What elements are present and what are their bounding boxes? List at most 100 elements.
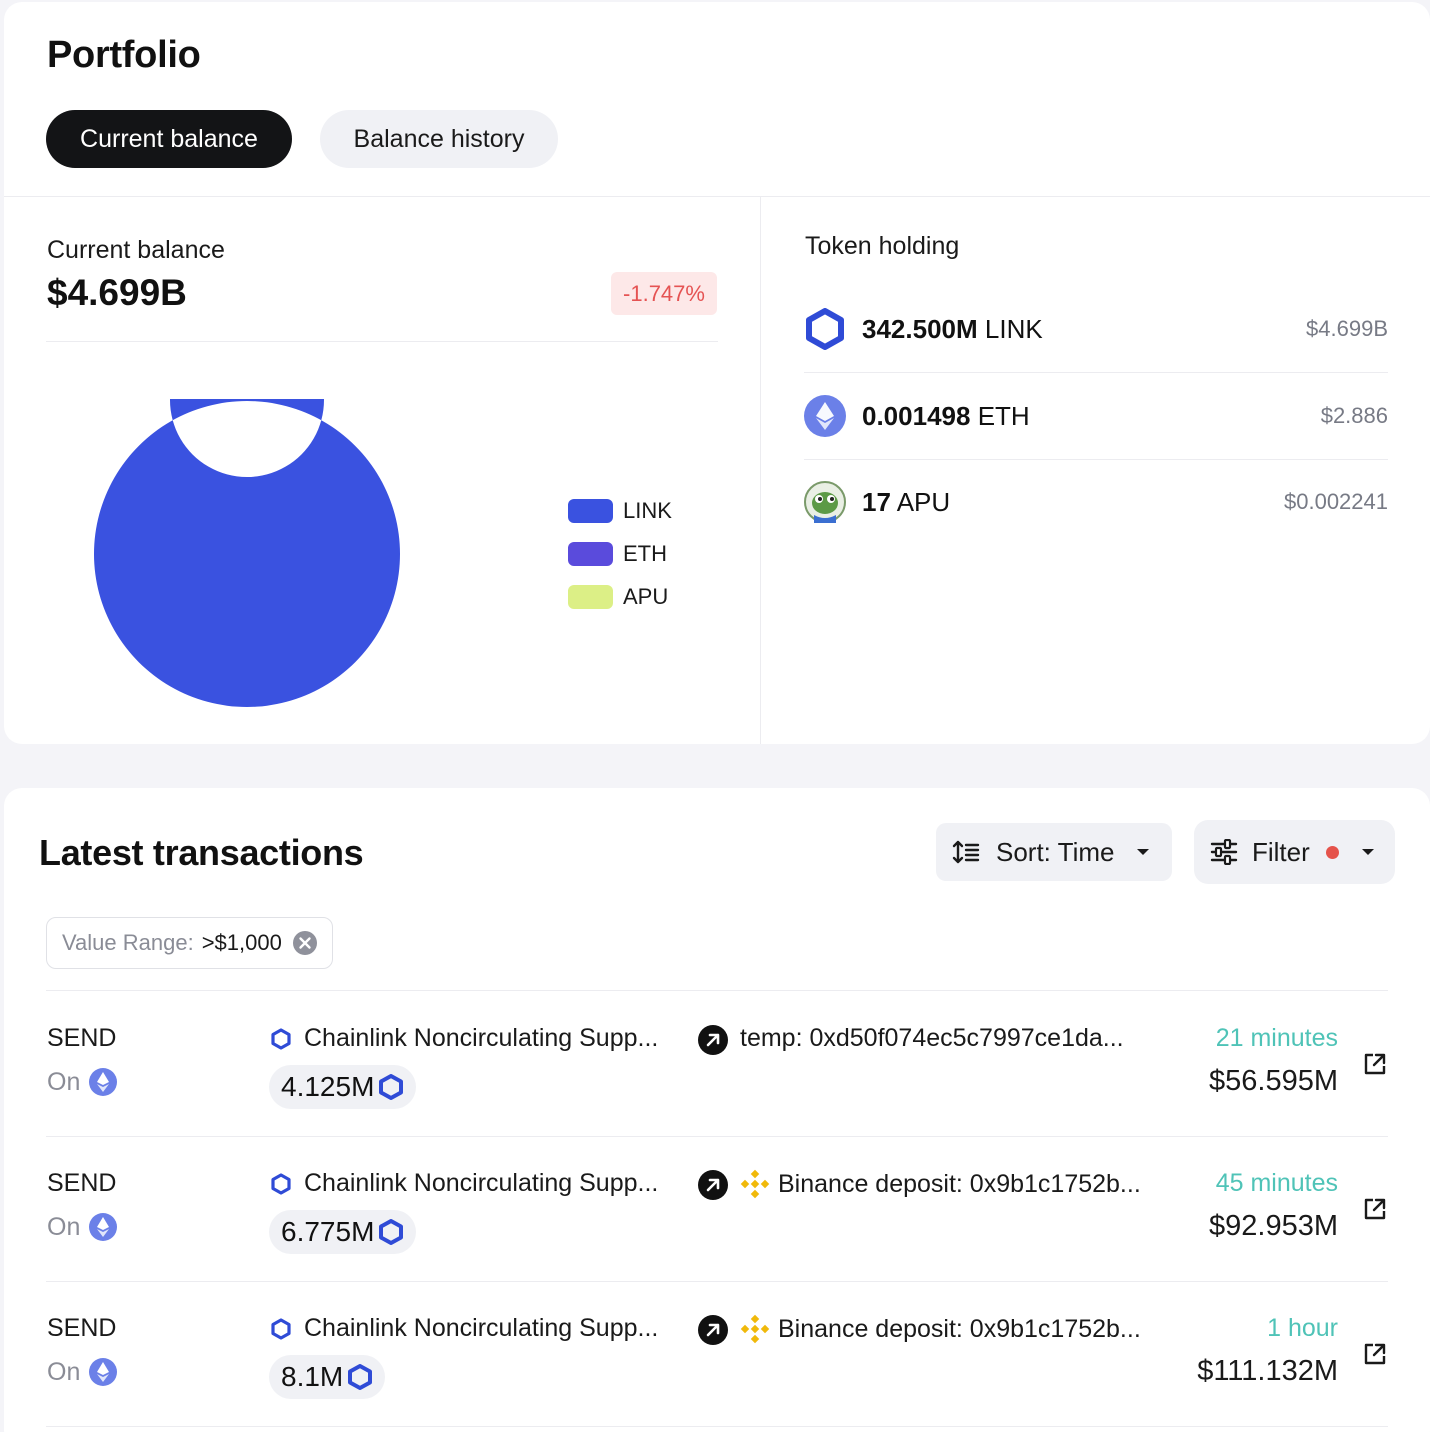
tx-from[interactable]: Chainlink Noncirculating Supp... — [270, 1314, 658, 1343]
sort-label: Sort: Time — [996, 836, 1115, 867]
tx-to[interactable]: Binance deposit: 0x9b1c1752b... — [740, 1169, 1141, 1199]
tx-amount: 6.775M — [269, 1210, 417, 1254]
binance-icon — [740, 1314, 770, 1344]
chip-label: Value Range: — [62, 930, 194, 955]
tab-current-balance[interactable]: Current balance — [46, 110, 292, 168]
balance-value: $4.699B — [47, 272, 187, 313]
table-row[interactable]: SEND On Chainlink Noncirculating Supp...… — [44, 991, 1388, 1136]
transactions-title: Latest transactions — [39, 832, 364, 873]
remove-chip-icon[interactable] — [292, 930, 318, 956]
table-row[interactable]: SEND On Chainlink Noncirculating Supp...… — [44, 1136, 1388, 1281]
change-badge: -1.747% — [611, 272, 717, 315]
token-row-eth[interactable]: 0.001498 ETH $2.886 — [804, 373, 1388, 459]
tx-to-label: temp: 0xd50f074ec5c7997ce1da... — [740, 1024, 1124, 1052]
ethereum-icon — [89, 1358, 118, 1386]
ethereum-icon — [804, 395, 846, 437]
tab-balance-history[interactable]: Balance history — [320, 110, 558, 168]
tx-time: 21 minutes — [1215, 1024, 1338, 1052]
table-row[interactable]: SEND On Chainlink Noncirculating Supp...… — [44, 1281, 1388, 1426]
chainlink-icon — [348, 1364, 373, 1390]
external-link-icon[interactable] — [1362, 1051, 1388, 1077]
tx-on-label: On — [47, 1357, 81, 1386]
tx-on-label: On — [47, 1067, 81, 1096]
legend-label: LINK — [623, 498, 672, 523]
legend-item-apu: APU — [568, 584, 668, 610]
legend-item-eth: ETH — [568, 541, 667, 567]
tx-chain: On — [47, 1067, 118, 1097]
tx-from-label: Chainlink Noncirculating Supp... — [304, 1314, 659, 1342]
filter-chip-value-range[interactable]: Value Range: >$1,000 — [46, 917, 333, 969]
filter-sliders-icon — [1210, 839, 1238, 865]
sort-icon — [952, 840, 980, 864]
token-row-link[interactable]: 342.500M LINK $4.699B — [804, 286, 1388, 372]
divider — [804, 459, 1388, 460]
token-symbol: LINK — [984, 313, 1043, 344]
tx-from-label: Chainlink Noncirculating Supp... — [304, 1169, 659, 1197]
tx-chain: On — [47, 1212, 118, 1242]
tx-usd-value: $92.953M — [1209, 1210, 1338, 1242]
tx-usd-value: $56.595M — [1209, 1065, 1338, 1097]
tx-amount-value: 6.775M — [281, 1216, 375, 1247]
chainlink-icon — [806, 308, 844, 350]
divider — [804, 372, 1388, 373]
token-usd-value: $2.886 — [1320, 403, 1388, 428]
tx-amount-value: 4.125M — [281, 1071, 375, 1102]
ethereum-icon — [89, 1213, 118, 1241]
legend-label: APU — [623, 584, 669, 609]
divider — [46, 990, 1388, 991]
divider — [760, 197, 761, 744]
caret-down-icon — [1362, 849, 1374, 855]
tx-type: SEND — [47, 1169, 117, 1197]
send-arrow-icon — [698, 1315, 728, 1345]
balance-label: Current balance — [47, 236, 225, 264]
tx-type: SEND — [47, 1314, 117, 1342]
external-link-icon[interactable] — [1362, 1341, 1388, 1367]
caret-down-icon — [1137, 849, 1149, 855]
ethereum-icon — [89, 1068, 118, 1096]
binance-icon — [740, 1169, 770, 1199]
transactions-card: Latest transactions Sort: Time Filter Va… — [4, 788, 1430, 1432]
portfolio-card: Portfolio Current balance Balance histor… — [4, 2, 1430, 744]
sort-dropdown[interactable]: Sort: Time — [936, 823, 1172, 881]
chainlink-icon — [271, 1027, 291, 1050]
tx-from[interactable]: Chainlink Noncirculating Supp... — [270, 1169, 658, 1198]
donut-slice-link — [94, 399, 400, 707]
external-link-icon[interactable] — [1362, 1196, 1388, 1222]
divider — [46, 1426, 1388, 1427]
token-holding-title: Token holding — [805, 232, 960, 260]
chainlink-icon — [379, 1074, 404, 1100]
tx-on-label: On — [47, 1212, 81, 1241]
divider — [46, 1281, 1388, 1282]
legend-item-link: LINK — [568, 498, 672, 524]
tx-type: SEND — [47, 1024, 117, 1052]
tx-amount-value: 8.1M — [281, 1361, 344, 1392]
chainlink-icon — [379, 1219, 404, 1245]
token-row-apu[interactable]: 17 APU $0.002241 — [804, 459, 1388, 545]
token-usd-value: $4.699B — [1306, 316, 1388, 341]
tx-to-label: Binance deposit: 0x9b1c1752b... — [778, 1169, 1141, 1198]
token-symbol: ETH — [977, 400, 1030, 431]
divider — [4, 196, 1430, 197]
chainlink-icon — [271, 1317, 291, 1340]
divider — [46, 1136, 1388, 1137]
send-arrow-icon — [698, 1170, 728, 1200]
filter-label: Filter — [1252, 836, 1310, 867]
filter-active-dot — [1325, 845, 1339, 859]
tx-amount: 4.125M — [269, 1065, 417, 1109]
tx-from[interactable]: Chainlink Noncirculating Supp... — [270, 1024, 658, 1053]
legend-swatch — [568, 542, 613, 566]
filter-dropdown[interactable]: Filter — [1194, 820, 1395, 884]
chip-value: >$1,000 — [201, 930, 282, 955]
tx-time: 45 minutes — [1215, 1169, 1338, 1197]
tx-to-label: Binance deposit: 0x9b1c1752b... — [778, 1314, 1141, 1343]
tx-amount: 8.1M — [269, 1355, 386, 1399]
token-symbol: APU — [896, 486, 951, 517]
token-amount: 17 — [862, 486, 891, 517]
legend-label: ETH — [623, 541, 667, 566]
page-title: Portfolio — [47, 34, 201, 76]
tx-to[interactable]: temp: 0xd50f074ec5c7997ce1da... — [740, 1024, 1124, 1053]
legend-swatch — [568, 499, 613, 523]
token-amount: 342.500M — [862, 313, 978, 344]
tx-time: 1 hour — [1267, 1314, 1338, 1342]
tx-to[interactable]: Binance deposit: 0x9b1c1752b... — [740, 1314, 1141, 1344]
